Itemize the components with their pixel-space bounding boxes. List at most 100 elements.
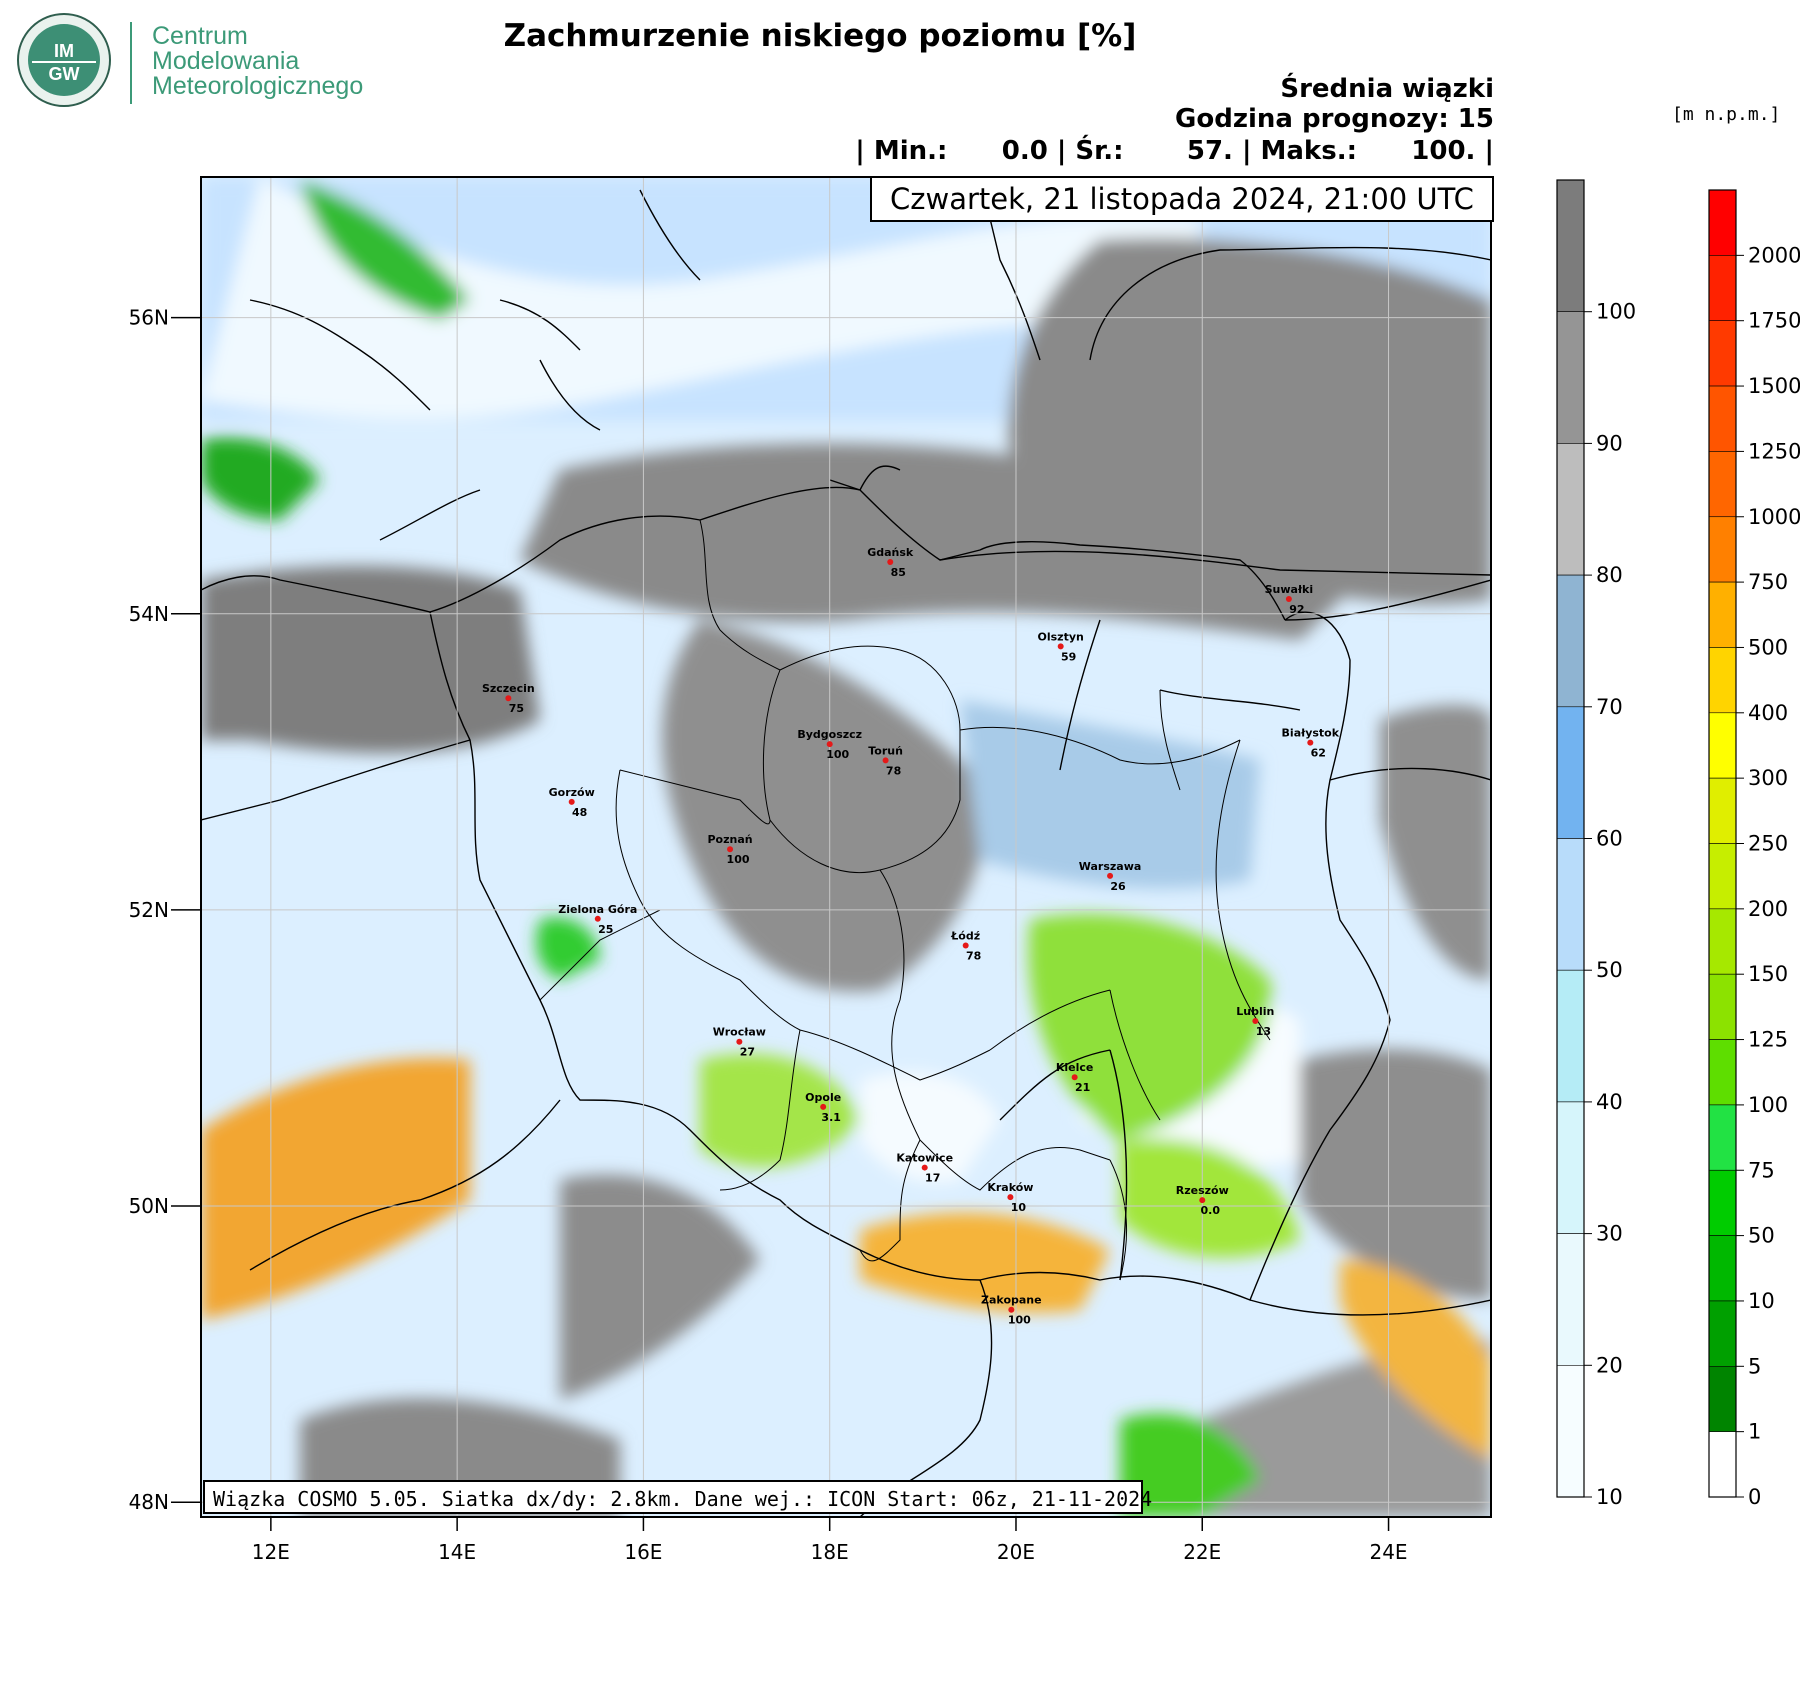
city-marker: Bydgoszcz 100 <box>797 728 862 761</box>
colorbar-segment <box>1556 706 1585 839</box>
city-value: 100 <box>1008 1314 1031 1327</box>
city-value: 62 <box>1311 747 1326 760</box>
colorbar-label: 70 <box>1596 695 1623 719</box>
city-name: Białystok <box>1282 727 1340 740</box>
city-value: 21 <box>1075 1081 1090 1094</box>
colorbar-label: 90 <box>1596 431 1623 455</box>
city-value: 85 <box>891 566 906 579</box>
city-name: Kraków <box>987 1181 1033 1194</box>
colorbar-segment <box>1708 516 1737 583</box>
colorbar-label: 1 <box>1748 1420 1761 1444</box>
cloud-colorbar: 100 90 80 70 60 50 40 30 20 10 <box>1556 179 1636 1509</box>
colorbar-label: 10 <box>1748 1289 1775 1313</box>
colorbar-label: 100 <box>1748 1093 1788 1117</box>
colorbar-label: 80 <box>1596 563 1623 587</box>
borders <box>201 177 1491 1517</box>
colorbar-segment <box>1708 1039 1737 1106</box>
city-marker: Suwałki 92 <box>1265 583 1314 616</box>
org-name: Centrum Modelowania Meteorologicznego <box>152 24 363 99</box>
city-marker: Rzeszów 0.0 <box>1176 1184 1229 1217</box>
city-marker: Szczecin 75 <box>482 682 535 715</box>
city-marker: Gorzów 48 <box>549 786 595 819</box>
city-name: Suwałki <box>1265 583 1314 596</box>
colorbar-segment <box>1556 838 1585 971</box>
colorbar-segment <box>1708 385 1737 452</box>
lon-tick-label: 18E <box>811 1540 849 1564</box>
colorbar-segment <box>1708 255 1737 322</box>
city-marker: Kraków 10 <box>987 1181 1033 1214</box>
city-dot <box>820 1103 827 1110</box>
colorbar-segment <box>1556 311 1585 444</box>
city-dot <box>568 798 575 805</box>
city-name: Łódź <box>950 929 980 942</box>
city-marker: Warszawa 26 <box>1079 860 1142 893</box>
city-value: 10 <box>1011 1201 1027 1214</box>
colorbar-segment <box>1556 574 1585 708</box>
lon-tick-label: 14E <box>438 1540 476 1564</box>
city-name: Toruń <box>868 744 903 757</box>
city-dot <box>1107 872 1114 879</box>
city-dot <box>505 695 512 702</box>
colorbar-segment <box>1708 712 1737 779</box>
colorbar-segment <box>1708 777 1737 844</box>
colorbar-segment <box>1556 1365 1585 1498</box>
city-dot <box>921 1164 928 1171</box>
colorbar-label: 750 <box>1748 570 1788 594</box>
colorbar-label: 50 <box>1596 958 1623 982</box>
colorbar-segment <box>1708 451 1737 518</box>
city-name: Bydgoszcz <box>797 728 862 741</box>
city-dot <box>594 915 601 922</box>
city-dot <box>826 741 833 748</box>
city-marker: Białystok 62 <box>1282 727 1340 760</box>
colorbar-label: 5 <box>1748 1354 1761 1378</box>
org-name-line-2: Modelowania <box>152 47 300 75</box>
colorbar-segment <box>1708 843 1737 910</box>
colorbar-label: 60 <box>1596 827 1623 851</box>
city-name: Rzeszów <box>1176 1184 1229 1197</box>
city-value: 26 <box>1110 880 1126 893</box>
org-name-line-1: Centrum <box>152 22 248 50</box>
colorbar-segment <box>1708 1366 1737 1432</box>
logo-divider <box>130 22 132 104</box>
colorbar-segment <box>1708 1431 1737 1498</box>
city-dot <box>1199 1197 1206 1204</box>
city-marker: Wrocław 27 <box>713 1026 766 1059</box>
valid-date: Czwartek, 21 listopada 2024, 21:00 UTC <box>870 176 1494 222</box>
city-value: 27 <box>740 1046 755 1059</box>
colorbar-label: 1500 <box>1748 374 1800 398</box>
city-value: 13 <box>1256 1025 1271 1038</box>
colorbar-segment <box>1708 1104 1737 1171</box>
city-name: Lublin <box>1236 1005 1274 1018</box>
colorbar-label: 150 <box>1748 962 1788 986</box>
colorbar-label: 300 <box>1748 766 1788 790</box>
city-name: Olsztyn <box>1038 630 1084 643</box>
lat-tick-label: 56N <box>129 306 169 330</box>
city-dot <box>1007 1194 1014 1201</box>
axis-ticks: 12E 14E 16E 18E 20E 22E 24E 56N 54N 52N 50N 48N <box>129 306 1408 1564</box>
city-dot <box>1252 1017 1259 1024</box>
city-value: 59 <box>1061 650 1076 663</box>
colorbar-segment <box>1556 179 1585 312</box>
city-value: 92 <box>1289 603 1304 616</box>
city-value: 78 <box>966 949 981 962</box>
svg-text:IM: IM <box>54 41 74 61</box>
imgw-logo: IM GW Centrum Modelowania Meteorologiczn… <box>12 10 382 110</box>
colorbar-label: 200 <box>1748 897 1788 921</box>
city-name: Gdańsk <box>867 546 914 559</box>
city-name: Katowice <box>896 1152 953 1165</box>
city-name: Zielona Góra <box>558 903 637 916</box>
cloud-field <box>201 177 1491 1517</box>
colorbar-label: 100 <box>1596 300 1636 324</box>
lon-tick-label: 16E <box>624 1540 662 1564</box>
city-value: 75 <box>509 702 524 715</box>
height-unit-label: [m n.p.m.] <box>1672 104 1781 125</box>
stats-line: | Min.: 0.0 | Śr.: 57. | Maks.: 100. | <box>855 136 1494 166</box>
city-dot <box>736 1038 743 1045</box>
city-marker: Poznań 100 <box>707 833 752 866</box>
city-marker: Katowice 17 <box>896 1152 953 1185</box>
lat-tick-label: 54N <box>129 602 169 626</box>
colorbar-segment <box>1556 443 1585 576</box>
city-value: 0.0 <box>1201 1204 1221 1217</box>
city-marker: Zakopane 100 <box>981 1294 1042 1327</box>
